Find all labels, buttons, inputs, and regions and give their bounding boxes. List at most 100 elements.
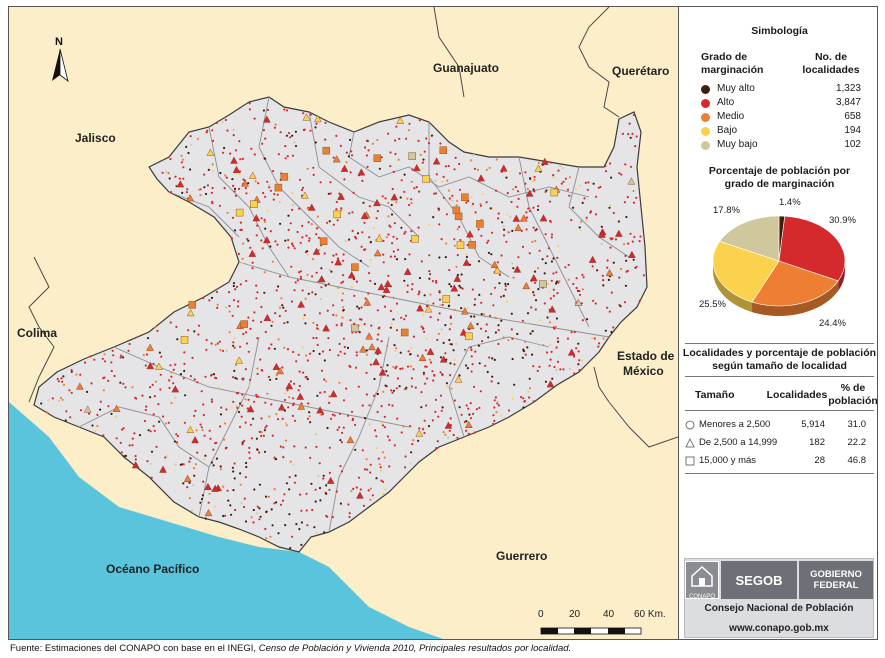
locality-dot <box>225 349 228 352</box>
town-triangle <box>418 353 427 361</box>
locality-dot <box>549 219 552 222</box>
locality-dot <box>477 344 480 347</box>
locality-dot <box>509 215 512 218</box>
website-link[interactable]: www.conapo.gob.mx <box>729 623 829 634</box>
locality-dot <box>420 260 423 263</box>
locality-dot <box>161 415 165 418</box>
town-triangle <box>466 321 475 329</box>
locality-dot <box>360 245 363 248</box>
locality-dot <box>381 195 384 198</box>
locality-dot <box>293 382 296 385</box>
pie-slice-bajo <box>712 240 780 303</box>
locality-dot <box>310 223 313 226</box>
locality-dot <box>64 419 67 422</box>
locality-dot <box>89 355 92 358</box>
locality-dot <box>594 302 597 305</box>
city-square <box>274 183 283 192</box>
locality-dot <box>299 277 302 280</box>
locality-dot <box>61 398 64 401</box>
locality-dot <box>165 170 168 173</box>
locality-dot <box>399 351 402 354</box>
locality-dot <box>304 376 307 379</box>
locality-dot <box>232 184 235 187</box>
locality-dot <box>284 309 287 312</box>
locality-dot <box>425 337 428 340</box>
class-swatch <box>701 85 710 94</box>
town-triangle <box>598 230 606 238</box>
locality-dot <box>103 353 106 356</box>
locality-dot <box>430 134 434 137</box>
divider <box>685 343 874 344</box>
locality-dot <box>590 337 593 340</box>
locality-dot <box>394 152 397 156</box>
locality-dot <box>556 292 559 295</box>
locality-dot <box>251 267 254 270</box>
locality-dot <box>275 374 278 377</box>
city-square <box>250 200 258 208</box>
locality-dot <box>314 488 317 491</box>
locality-dot <box>474 350 477 353</box>
locality-dot <box>587 181 590 184</box>
locality-dot <box>327 282 330 285</box>
locality-dot <box>420 406 423 409</box>
locality-dot <box>234 363 238 366</box>
locality-dot <box>279 131 282 134</box>
locality-dot <box>348 512 351 515</box>
locality-dot <box>200 497 204 501</box>
city-square <box>319 237 328 245</box>
locality-dot <box>392 318 395 321</box>
locality-dot <box>552 272 555 275</box>
town-triangle <box>248 171 257 179</box>
city-square <box>476 220 484 228</box>
locality-dot <box>325 380 328 383</box>
locality-dot <box>330 417 333 420</box>
locality-dot <box>556 337 559 340</box>
locality-dot <box>331 261 334 264</box>
locality-dot <box>243 439 246 442</box>
locality-dot <box>477 228 480 231</box>
town-triangle <box>346 435 355 444</box>
locality-dot <box>219 465 222 468</box>
locality-dot <box>232 400 235 403</box>
locality-dot <box>277 153 280 156</box>
locality-dot <box>395 237 399 240</box>
locality-dot <box>531 353 534 356</box>
locality-dot <box>369 463 372 466</box>
locality-dot <box>504 288 507 291</box>
locality-dot <box>608 206 611 209</box>
locality-dot <box>292 350 295 354</box>
locality-dot <box>392 250 395 253</box>
locality-dot <box>295 360 298 363</box>
locality-dot <box>112 354 115 357</box>
locality-dot <box>511 229 514 232</box>
locality-dot <box>153 395 156 398</box>
locality-dot <box>419 153 422 156</box>
locality-dot <box>223 187 226 190</box>
locality-dot <box>580 220 583 223</box>
locality-dot <box>211 163 214 166</box>
locality-dot <box>385 236 388 239</box>
locality-dot <box>417 439 420 442</box>
locality-dot <box>552 288 555 291</box>
locality-dot <box>592 299 595 302</box>
locality-dot <box>428 223 431 226</box>
locality-dot <box>258 518 261 521</box>
town-triangle <box>296 392 305 400</box>
locality-dot <box>521 319 525 322</box>
locality-dot <box>314 141 317 144</box>
locality-dot <box>264 527 267 531</box>
locality-dot <box>442 175 445 178</box>
locality-dot <box>389 326 392 329</box>
locality-dot <box>439 371 442 374</box>
locality-dot <box>612 211 615 215</box>
locality-dot <box>428 270 431 273</box>
locality-dot <box>231 178 234 181</box>
locality-dot <box>233 346 236 349</box>
locality-dot <box>337 354 340 357</box>
locality-dot <box>440 409 443 412</box>
locality-dot <box>346 346 350 349</box>
locality-dot <box>493 399 496 402</box>
col-pct-line1: % de <box>840 382 866 394</box>
locality-dot <box>595 195 598 198</box>
square-symbol-icon <box>685 456 695 466</box>
